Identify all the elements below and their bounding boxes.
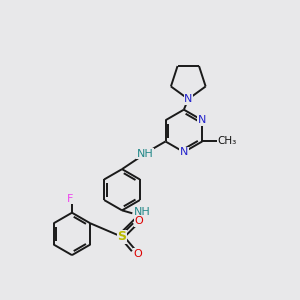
Text: N: N — [198, 115, 206, 125]
Text: N: N — [180, 147, 188, 157]
Text: F: F — [67, 194, 74, 204]
Text: CH₃: CH₃ — [218, 136, 237, 146]
Text: O: O — [134, 216, 143, 226]
Text: S: S — [118, 230, 127, 243]
Text: O: O — [133, 249, 142, 259]
Text: N: N — [184, 94, 193, 104]
Text: NH: NH — [136, 149, 153, 159]
Text: NH: NH — [134, 207, 150, 217]
